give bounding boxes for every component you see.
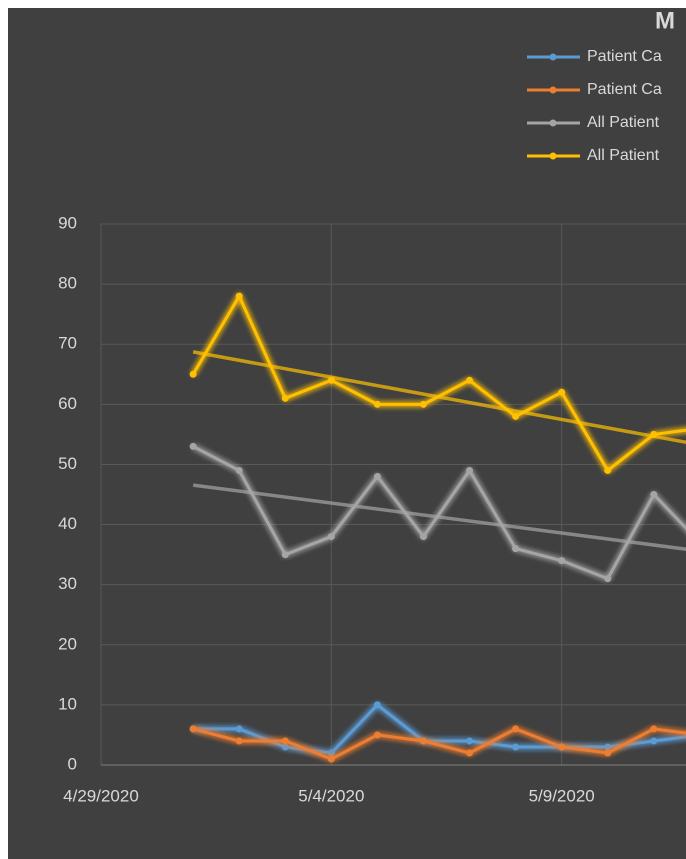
series-line <box>191 292 686 473</box>
series-line <box>192 727 686 761</box>
data-point <box>189 370 197 378</box>
data-point <box>281 551 289 559</box>
y-tick-label: 50 <box>58 454 77 473</box>
data-point <box>235 466 243 474</box>
legend-marker <box>549 119 557 127</box>
data-point <box>512 725 520 733</box>
data-point <box>466 749 474 757</box>
data-point <box>604 575 612 583</box>
trendline <box>192 483 686 551</box>
data-point <box>373 731 381 739</box>
data-point <box>512 743 520 751</box>
trendline <box>192 350 686 445</box>
data-point <box>558 557 566 565</box>
data-point <box>281 737 289 745</box>
y-tick-label: 30 <box>58 574 77 593</box>
y-tick-label: 10 <box>58 694 77 713</box>
y-tick-label: 90 <box>58 213 77 232</box>
data-point <box>373 701 381 709</box>
data-point <box>512 545 520 553</box>
legend-marker <box>549 152 557 160</box>
data-point <box>650 725 658 733</box>
series-line <box>193 702 686 755</box>
data-point <box>604 749 612 757</box>
chart-area <box>8 8 686 859</box>
data-point <box>650 737 658 745</box>
data-point <box>189 442 197 450</box>
y-tick-label: 0 <box>68 754 77 773</box>
data-point <box>327 376 335 384</box>
data-point <box>558 388 566 396</box>
data-point <box>189 725 197 733</box>
data-point <box>235 725 243 733</box>
data-point <box>650 430 658 438</box>
data-point <box>327 749 335 757</box>
y-tick-label: 40 <box>58 514 77 533</box>
x-tick-label: 5/4/2020 <box>298 786 364 805</box>
data-point <box>373 472 381 480</box>
data-point <box>327 755 335 763</box>
data-point <box>604 466 612 474</box>
legend-label: All Patient <box>587 147 660 164</box>
x-tick-label: 4/29/2020 <box>63 786 139 805</box>
data-point <box>419 533 427 541</box>
series-line <box>192 445 686 581</box>
legend-marker <box>549 86 557 94</box>
legend-marker <box>549 53 557 61</box>
data-point <box>419 737 427 745</box>
y-tick-label: 20 <box>58 634 77 653</box>
y-tick-label: 70 <box>58 334 77 353</box>
data-point <box>419 400 427 408</box>
data-point <box>512 412 520 420</box>
data-point <box>466 466 474 474</box>
data-point <box>327 533 335 541</box>
data-point <box>281 743 289 751</box>
legend-label: Patient Ca <box>587 48 662 65</box>
x-tick-label: 5/9/2020 <box>529 786 595 805</box>
data-point <box>466 376 474 384</box>
chart-title: M <box>655 7 675 34</box>
y-tick-label: 60 <box>58 394 77 413</box>
data-point <box>373 400 381 408</box>
legend-label: All Patient <box>587 114 660 131</box>
data-point <box>281 394 289 402</box>
data-point <box>650 491 658 498</box>
data-point <box>235 292 243 300</box>
data-point <box>235 737 243 745</box>
data-point <box>558 743 566 751</box>
legend-label: Patient Ca <box>587 81 662 98</box>
data-point <box>604 743 612 751</box>
data-point <box>466 737 474 745</box>
y-tick-label: 80 <box>58 274 77 293</box>
